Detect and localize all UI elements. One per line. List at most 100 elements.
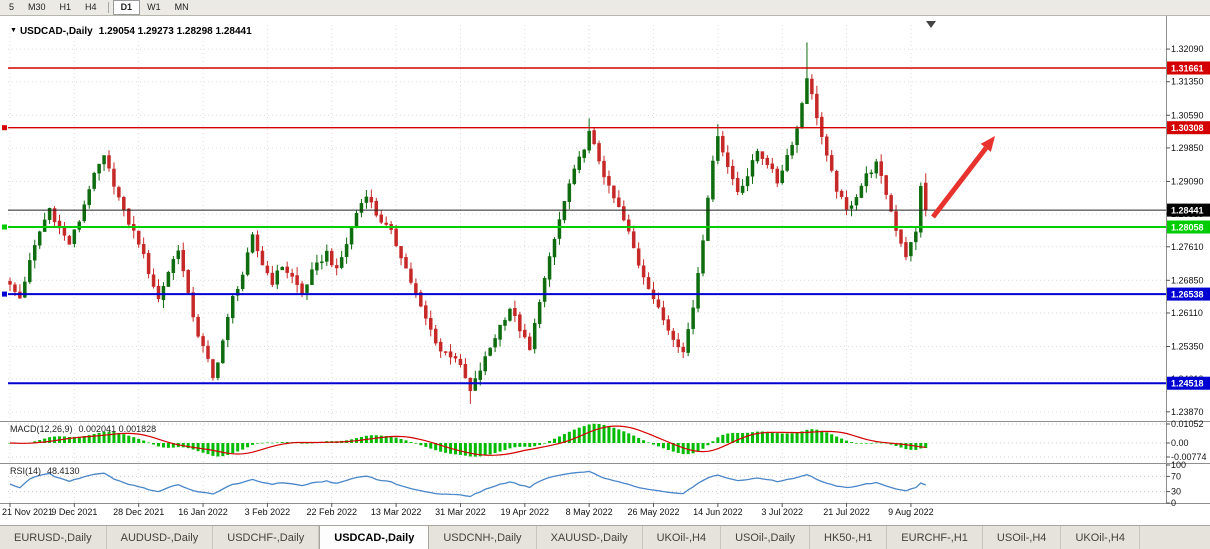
candle: [805, 42, 809, 104]
chart-tab-EURCHF-,H1[interactable]: EURCHF-,H1: [887, 526, 983, 549]
candle: [696, 267, 700, 313]
chart-tab-USDCHF-,Daily[interactable]: USDCHF-,Daily: [213, 526, 320, 549]
timeframe-button-H1[interactable]: H1: [59, 2, 72, 12]
symbol-dropdown-icon[interactable]: ▼: [10, 27, 17, 34]
candle: [275, 264, 280, 290]
candle: [864, 166, 869, 193]
chart-tab-UKOil-,H4[interactable]: UKOil-,H4: [643, 526, 722, 549]
svg-text:1.26850: 1.26850: [1171, 275, 1204, 285]
horizontal-line-1.28058[interactable]: 1.28058: [2, 220, 1210, 234]
candle: [305, 284, 309, 300]
candle: [706, 195, 710, 242]
candle: [458, 354, 463, 368]
horizontal-line-1.30308[interactable]: 1.30308: [2, 121, 1210, 135]
candle: [399, 246, 403, 266]
candle: [612, 185, 616, 203]
svg-text:3 Jul 2022: 3 Jul 2022: [761, 507, 803, 517]
candle: [166, 270, 171, 287]
svg-text:1.30308: 1.30308: [1171, 123, 1204, 133]
candle: [661, 300, 666, 326]
candle: [587, 118, 591, 154]
svg-text:-0.00774: -0.00774: [1171, 452, 1207, 462]
horizontal-line-1.31661[interactable]: 1.31661: [8, 61, 1210, 75]
candle: [404, 253, 408, 269]
svg-text:1.29090: 1.29090: [1171, 176, 1204, 186]
svg-text:3 Feb 2022: 3 Feb 2022: [245, 507, 291, 517]
chart-tab-USOil-,Daily[interactable]: USOil-,Daily: [721, 526, 810, 549]
chart-shift-marker[interactable]: [926, 21, 936, 28]
candle: [201, 333, 205, 353]
chart-tab-EURUSD-,Daily[interactable]: EURUSD-,Daily: [0, 526, 107, 549]
candle: [448, 344, 453, 365]
chart-tab-UKOil-,H4[interactable]: UKOil-,H4: [1061, 526, 1140, 549]
candle: [18, 284, 22, 299]
candle: [770, 157, 775, 173]
candle: [453, 353, 458, 363]
svg-text:9 Dec 2021: 9 Dec 2021: [51, 507, 97, 517]
candle: [28, 252, 32, 285]
candle: [636, 242, 641, 269]
candle: [730, 159, 735, 186]
timeframe-button-M30[interactable]: M30: [28, 2, 46, 12]
candle: [493, 334, 497, 353]
candle: [528, 332, 532, 351]
candle: [567, 179, 572, 210]
macd-levels: 0.01052 0.00 -0.00774: [8, 419, 1207, 462]
horizontal-line-1.28441[interactable]: 1.28441: [8, 203, 1210, 217]
candle: [151, 268, 156, 289]
candle: [87, 185, 91, 209]
trend-arrow[interactable]: [931, 136, 995, 219]
svg-text:22 Feb 2022: 22 Feb 2022: [306, 507, 357, 517]
candle: [141, 237, 146, 259]
horizontal-line-1.26538[interactable]: 1.26538: [2, 287, 1210, 301]
candle: [508, 307, 512, 322]
svg-text:13 Mar 2022: 13 Mar 2022: [371, 507, 422, 517]
candles-series: [8, 42, 928, 404]
svg-text:70: 70: [1171, 471, 1181, 481]
rsi-line: [9, 470, 926, 498]
svg-text:100: 100: [1171, 460, 1186, 470]
svg-text:30: 30: [1171, 487, 1181, 497]
chart-tab-USOil-,H4[interactable]: USOil-,H4: [983, 526, 1062, 549]
candle: [622, 200, 626, 222]
chart-tab-USDCAD-,Daily[interactable]: USDCAD-,Daily: [319, 526, 430, 549]
candle: [255, 230, 260, 258]
macd-signal-line: [9, 425, 926, 456]
candle: [92, 171, 96, 192]
candle: [102, 155, 106, 171]
candle: [419, 289, 423, 308]
svg-text:1.28441: 1.28441: [1171, 206, 1204, 216]
candle: [899, 229, 903, 247]
candle: [627, 214, 631, 235]
candle: [349, 227, 354, 250]
chart-tab-AUDUSD-,Daily[interactable]: AUDUSD-,Daily: [107, 526, 214, 549]
candle: [295, 267, 299, 293]
candle: [468, 377, 473, 404]
candle: [602, 155, 606, 185]
candle: [666, 315, 671, 335]
chart-tab-XAUUSD-,Daily[interactable]: XAUUSD-,Daily: [537, 526, 643, 549]
candle: [161, 282, 166, 309]
candle: [572, 164, 577, 186]
svg-text:1.28058: 1.28058: [1171, 223, 1204, 233]
candle: [760, 151, 765, 165]
svg-text:21 Jul 2022: 21 Jul 2022: [823, 507, 870, 517]
candle: [285, 261, 289, 279]
candle: [33, 239, 37, 269]
chart-tab-HK50-,H1[interactable]: HK50-,H1: [810, 526, 888, 549]
timeframe-button-W1[interactable]: W1: [147, 2, 161, 12]
candle: [146, 250, 151, 279]
timeframe-button-D1[interactable]: D1: [112, 0, 141, 15]
candle: [57, 214, 62, 235]
horizontal-line-1.24518[interactable]: 1.24518: [8, 376, 1210, 390]
svg-text:14 Jun 2022: 14 Jun 2022: [693, 507, 743, 517]
timeframe-button-MN[interactable]: MN: [174, 2, 189, 12]
candle: [369, 189, 374, 209]
candle: [834, 169, 839, 199]
timeframe-button-5[interactable]: 5: [9, 2, 15, 12]
chart-tab-USDCNH-,Daily[interactable]: USDCNH-,Daily: [429, 526, 537, 549]
candle: [795, 125, 799, 153]
timeframe-button-H4[interactable]: H4: [85, 2, 97, 12]
